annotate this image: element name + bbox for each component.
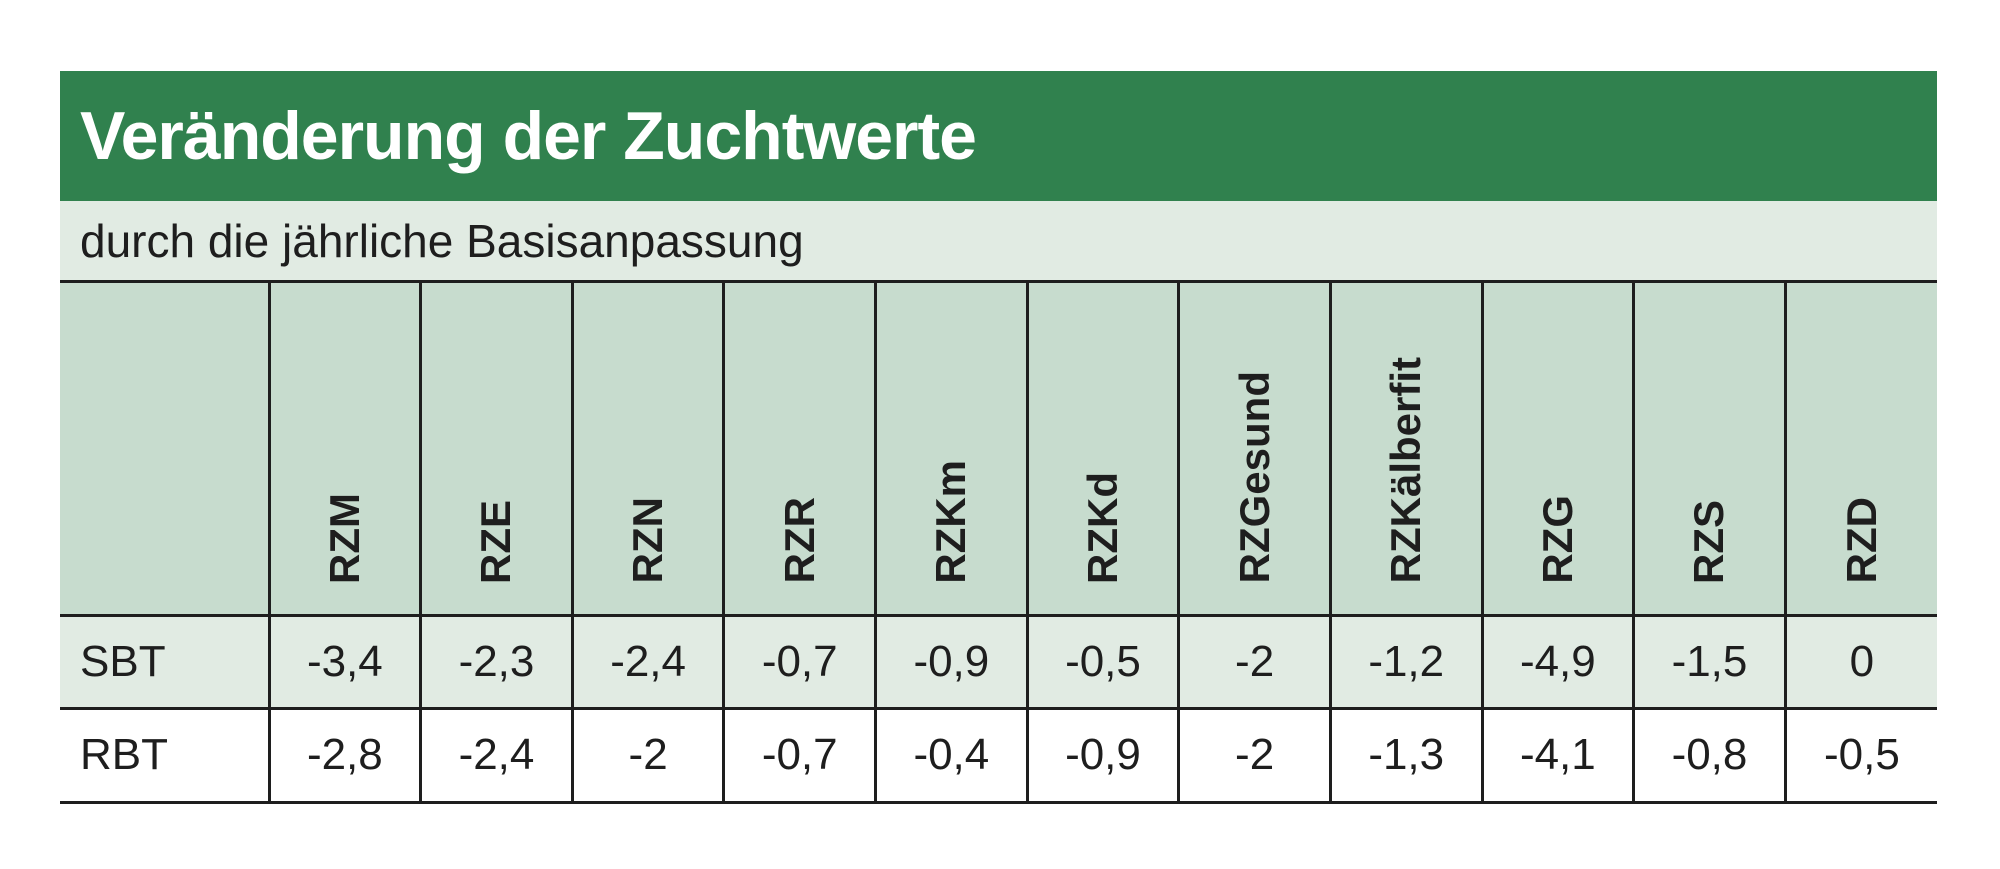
table-cell: -0,7 bbox=[722, 708, 876, 804]
table-cell: -0,9 bbox=[874, 615, 1028, 710]
table-cell: -0,9 bbox=[1025, 708, 1179, 804]
table-cell: 0 bbox=[1783, 615, 1937, 710]
table-cell: -4,1 bbox=[1480, 708, 1634, 804]
row-label: SBT bbox=[60, 615, 270, 710]
row-label: RBT bbox=[60, 708, 270, 804]
column-header-rze: RZE bbox=[419, 283, 573, 617]
column-header-rzkaelberfit: RZKälberfit bbox=[1328, 283, 1483, 617]
table-cell: -0,5 bbox=[1025, 615, 1179, 710]
table-cell: -0,8 bbox=[1632, 708, 1786, 804]
column-header-rzs: RZS bbox=[1632, 283, 1786, 617]
table-cell: -2,4 bbox=[570, 615, 724, 710]
table-cell: -0,5 bbox=[1783, 708, 1937, 804]
table-title: Veränderung der Zuchtwerte bbox=[80, 98, 977, 174]
column-header-rzkm: RZKm bbox=[874, 283, 1028, 617]
column-header-label: RZG bbox=[1533, 494, 1581, 584]
column-header-label: RZD bbox=[1837, 497, 1885, 584]
column-header-label: RZKälberfit bbox=[1382, 357, 1430, 584]
column-header-label: RZR bbox=[775, 497, 823, 584]
table-cell: -4,9 bbox=[1480, 615, 1634, 710]
table-cell: -1,3 bbox=[1328, 708, 1483, 804]
table-row-rbt: RBT -2,8 -2,4 -2 -0,7 -0,4 -0,9 -2 -1,3 … bbox=[60, 708, 1937, 804]
column-header-label: RZS bbox=[1685, 499, 1733, 584]
table-cell: -1,2 bbox=[1328, 615, 1483, 710]
column-header-rzm: RZM bbox=[267, 283, 421, 617]
breeding-values-table-panel: Veränderung der Zuchtwerte durch die jäh… bbox=[60, 71, 1937, 804]
breeding-values-table: RZM RZE RZN RZR RZKm RZKd RZGesund RZKäl… bbox=[60, 283, 1937, 804]
table-cell: -2,8 bbox=[267, 708, 421, 804]
column-header-label: RZKd bbox=[1078, 471, 1126, 584]
table-cell: -2 bbox=[570, 708, 724, 804]
table-cell: -0,4 bbox=[874, 708, 1028, 804]
column-header-label: RZE bbox=[472, 499, 520, 584]
title-bar: Veränderung der Zuchtwerte bbox=[60, 71, 1937, 201]
column-header-label: RZGesund bbox=[1230, 371, 1278, 584]
table-cell: -2 bbox=[1177, 708, 1331, 804]
column-header-rzgesund: RZGesund bbox=[1177, 283, 1331, 617]
table-cell: -2,4 bbox=[419, 708, 573, 804]
column-header-label: RZN bbox=[624, 497, 672, 584]
column-header-label: RZKm bbox=[927, 459, 975, 584]
column-header-rzn: RZN bbox=[570, 283, 724, 617]
column-header-label: RZM bbox=[320, 492, 368, 584]
header-corner-cell bbox=[60, 283, 270, 617]
column-header-rzr: RZR bbox=[722, 283, 876, 617]
subtitle-bar: durch die jährliche Basisanpassung bbox=[60, 201, 1937, 283]
table-cell: -0,7 bbox=[722, 615, 876, 710]
header-row: RZM RZE RZN RZR RZKm RZKd RZGesund RZKäl… bbox=[60, 283, 1937, 617]
column-header-rzkd: RZKd bbox=[1025, 283, 1179, 617]
table-cell: -1,5 bbox=[1632, 615, 1786, 710]
table-cell: -3,4 bbox=[267, 615, 421, 710]
column-header-rzg: RZG bbox=[1480, 283, 1634, 617]
column-header-rzd: RZD bbox=[1783, 283, 1937, 617]
table-subtitle: durch die jährliche Basisanpassung bbox=[80, 214, 804, 267]
table-cell: -2,3 bbox=[419, 615, 573, 710]
table-cell: -2 bbox=[1177, 615, 1331, 710]
table-row-sbt: SBT -3,4 -2,3 -2,4 -0,7 -0,9 -0,5 -2 -1,… bbox=[60, 615, 1937, 710]
